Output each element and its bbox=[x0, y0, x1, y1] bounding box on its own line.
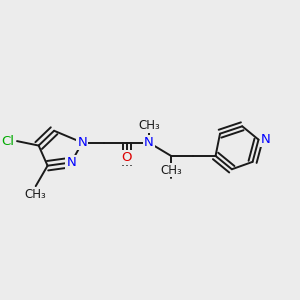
Text: N: N bbox=[261, 133, 271, 146]
Text: N: N bbox=[66, 156, 76, 169]
Text: CH₃: CH₃ bbox=[25, 188, 46, 201]
Text: O: O bbox=[122, 151, 132, 164]
Text: Cl: Cl bbox=[2, 135, 15, 148]
Text: CH₃: CH₃ bbox=[138, 119, 160, 132]
Text: N: N bbox=[77, 136, 87, 149]
Text: CH₃: CH₃ bbox=[160, 164, 182, 177]
Text: N: N bbox=[144, 136, 154, 149]
